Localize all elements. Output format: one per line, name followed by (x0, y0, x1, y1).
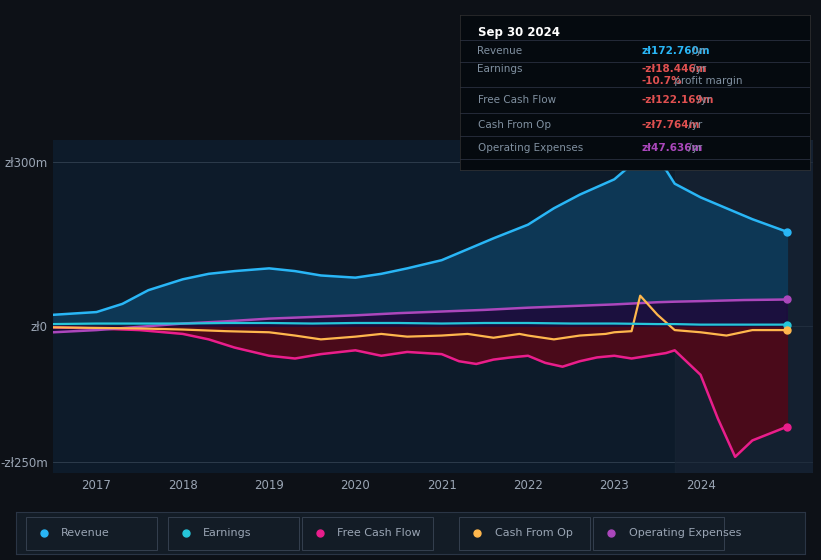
Text: profit margin: profit margin (671, 76, 742, 86)
Text: Operating Expenses: Operating Expenses (478, 143, 583, 153)
Text: /yr: /yr (690, 46, 707, 55)
Text: Revenue: Revenue (62, 529, 110, 538)
Text: zł47.636m: zł47.636m (642, 143, 704, 153)
Text: /yr: /yr (685, 143, 702, 153)
Text: /yr: /yr (685, 120, 702, 130)
Text: -zł122.169m: -zł122.169m (642, 95, 714, 105)
Text: Earnings: Earnings (204, 529, 252, 538)
Text: Free Cash Flow: Free Cash Flow (478, 95, 556, 105)
Bar (675, 140, 813, 473)
Text: -zł18.446m: -zł18.446m (642, 64, 708, 74)
Text: -10.7%: -10.7% (642, 76, 682, 86)
Text: Cash From Op: Cash From Op (478, 120, 551, 130)
Text: Free Cash Flow: Free Cash Flow (337, 529, 421, 538)
Text: Cash From Op: Cash From Op (495, 529, 573, 538)
Text: Sep 30 2024: Sep 30 2024 (478, 26, 559, 39)
Text: /yr: /yr (694, 95, 711, 105)
Text: zł172.760m: zł172.760m (642, 46, 711, 55)
Text: -zł7.764m: -zł7.764m (642, 120, 700, 130)
Text: Revenue: Revenue (478, 46, 523, 55)
Text: Earnings: Earnings (478, 64, 523, 74)
Text: Operating Expenses: Operating Expenses (629, 529, 741, 538)
Text: /yr: /yr (690, 64, 707, 74)
